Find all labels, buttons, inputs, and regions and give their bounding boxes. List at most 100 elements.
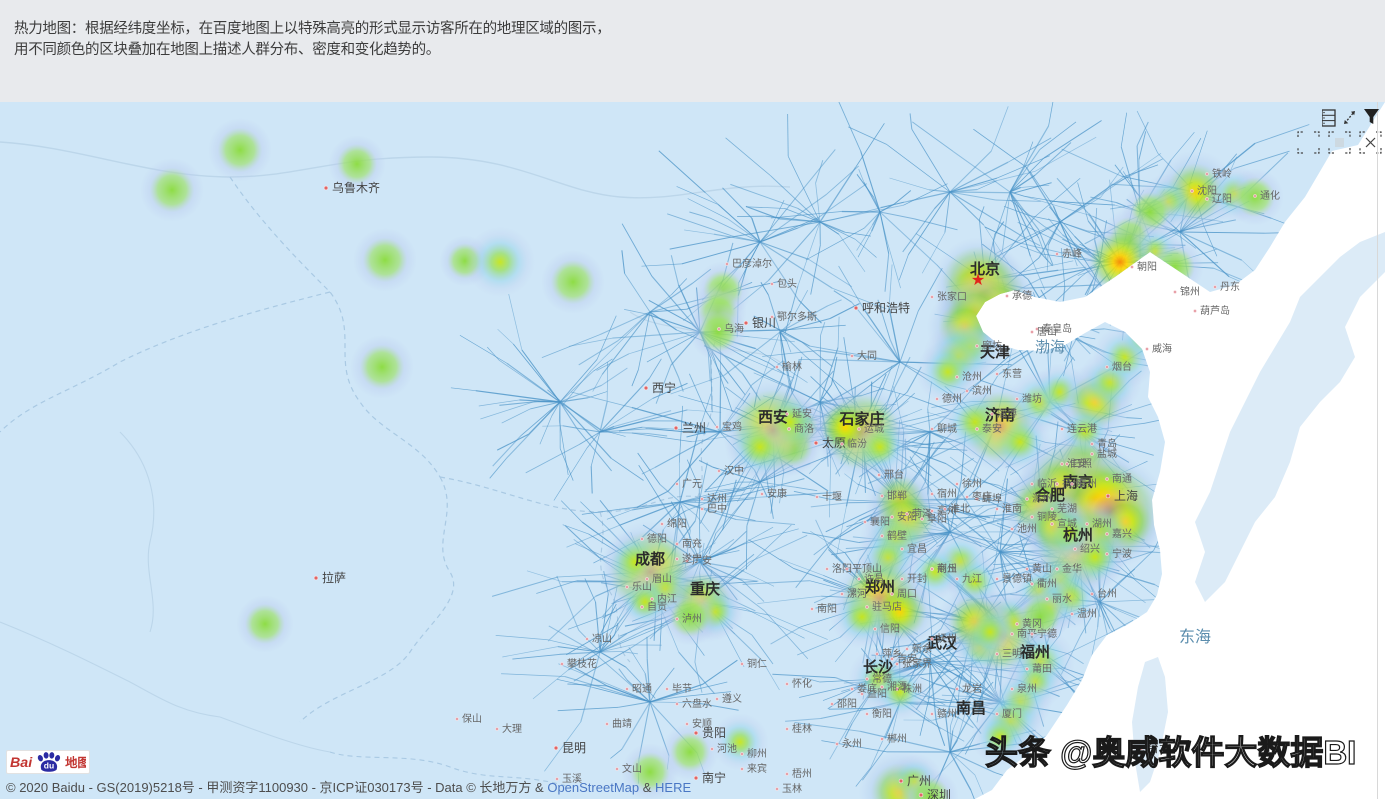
svg-text:延安: 延安 [792,407,812,420]
svg-text:邢台: 邢台 [884,468,904,481]
svg-text:自贡: 自贡 [647,600,667,613]
svg-text:玉林: 玉林 [782,782,802,795]
svg-text:头条 @奥威软件大数据BI: 头条 @奥威软件大数据BI [985,734,1356,771]
svg-text:临汾: 临汾 [847,437,867,450]
svg-text:锦州: 锦州 [1180,285,1200,298]
svg-text:铜陵: 铜陵 [1037,511,1057,523]
svg-text:衡阳: 衡阳 [872,708,892,720]
svg-text:莆田: 莆田 [1032,662,1052,675]
svg-text:辽阳: 辽阳 [1212,193,1232,205]
svg-text:驻马店: 驻马店 [872,600,902,613]
svg-text:沧州: 沧州 [962,370,982,383]
svg-text:乌鲁木齐: 乌鲁木齐 [332,180,380,195]
svg-text:六盘水: 六盘水 [682,697,712,710]
svg-text:大同: 大同 [857,349,877,362]
svg-text:池州: 池州 [1017,522,1037,535]
svg-text:遵义: 遵义 [722,692,742,705]
svg-text:绵阳: 绵阳 [667,517,687,530]
svg-text:文山: 文山 [622,762,642,775]
svg-text:乌海: 乌海 [724,322,744,335]
svg-text:昆明: 昆明 [562,741,586,755]
svg-text:渤海: 渤海 [1035,339,1065,356]
svg-text:南通: 南通 [1112,472,1132,485]
svg-text:上海: 上海 [1114,488,1138,503]
svg-text:朝阳: 朝阳 [1137,261,1157,273]
svg-text:唐山: 唐山 [1037,325,1057,338]
svg-text:昭通: 昭通 [632,683,652,695]
svg-text:攀枝花: 攀枝花 [567,657,597,670]
svg-text:金华: 金华 [1062,562,1082,575]
svg-text:芜湖: 芜湖 [1057,502,1077,515]
svg-text:宝鸡: 宝鸡 [722,420,742,433]
svg-text:泰州: 泰州 [1077,477,1097,490]
svg-text:宿州: 宿州 [937,487,957,500]
svg-text:巴彦淖尔: 巴彦淖尔 [732,257,772,270]
svg-text:东营: 东营 [1002,367,1022,380]
svg-text:怀化: 怀化 [792,677,812,690]
svg-text:南宁: 南宁 [702,770,726,785]
svg-text:日照: 日照 [1072,458,1092,470]
svg-text:宜昌: 宜昌 [907,542,927,555]
svg-text:广州: 广州 [907,774,931,788]
svg-text:承德: 承德 [1012,289,1032,302]
svg-text:景德镇: 景德镇 [1002,572,1032,585]
svg-text:南平: 南平 [1017,627,1037,640]
svg-text:徐州: 徐州 [962,477,982,490]
svg-text:青岛: 青岛 [1097,437,1117,450]
svg-text:安康: 安康 [767,487,787,500]
svg-text:柳州: 柳州 [747,747,767,760]
svg-text:丽水: 丽水 [1052,593,1072,605]
svg-text:泸州: 泸州 [682,613,702,625]
svg-text:南昌: 南昌 [956,699,986,717]
svg-text:葫芦岛: 葫芦岛 [1200,304,1230,317]
svg-text:许昌: 许昌 [864,573,884,585]
svg-text:抚州: 抚州 [937,633,957,645]
svg-text:鹤壁: 鹤壁 [887,529,907,542]
svg-text:衢州: 衢州 [1037,578,1057,590]
svg-text:河池: 河池 [717,742,737,755]
svg-text:包头: 包头 [777,277,797,290]
svg-text:萍乡: 萍乡 [882,648,902,660]
svg-text:拉萨: 拉萨 [322,570,346,585]
svg-text:广元: 广元 [682,478,702,490]
svg-text:遂宁: 遂宁 [682,552,702,565]
svg-text:温州: 温州 [1077,608,1097,620]
svg-text:郴州: 郴州 [887,732,907,745]
svg-text:南阳: 南阳 [817,602,837,615]
svg-text:周口: 周口 [897,588,917,600]
svg-text:邯郸: 邯郸 [887,489,907,502]
svg-text:邵阳: 邵阳 [837,698,857,710]
svg-text:通化: 通化 [1260,189,1280,202]
svg-text:台州: 台州 [1097,587,1117,600]
svg-text:九江: 九江 [962,573,982,585]
svg-text:连云港: 连云港 [1067,422,1097,435]
svg-text:泉州: 泉州 [1017,682,1037,695]
svg-text:新余: 新余 [912,642,932,655]
svg-text:张家口: 张家口 [937,290,967,303]
svg-text:安顺: 安顺 [692,717,712,730]
svg-text:淮北: 淮北 [950,503,970,515]
svg-text:烟台: 烟台 [1112,360,1132,373]
svg-text:西宁: 西宁 [652,380,676,395]
svg-text:宁波: 宁波 [1112,547,1132,560]
svg-text:阜阳: 阜阳 [927,512,947,525]
svg-text:铁岭: 铁岭 [1212,167,1232,180]
svg-text:来宾: 来宾 [747,762,767,775]
svg-text:威海: 威海 [1152,342,1172,355]
svg-text:泰安: 泰安 [982,422,1002,435]
svg-text:重庆: 重庆 [690,580,720,598]
svg-text:毕节: 毕节 [672,682,692,695]
svg-text:德州: 德州 [942,392,962,405]
svg-text:漯河: 漯河 [847,588,867,600]
svg-text:淄博: 淄博 [997,407,1017,420]
svg-text:湖州: 湖州 [1092,518,1112,530]
svg-text:呼和浩特: 呼和浩特 [862,300,910,315]
svg-text:赤峰: 赤峰 [1062,248,1082,260]
svg-text:十堰: 十堰 [822,490,842,503]
svg-text:聊城: 聊城 [937,422,957,435]
svg-text:黄山: 黄山 [1032,562,1052,575]
svg-text:Bai: Bai [10,755,33,771]
svg-text:眉山: 眉山 [652,573,672,585]
svg-text:绍兴: 绍兴 [1080,542,1100,555]
svg-text:龙岩: 龙岩 [962,682,982,695]
